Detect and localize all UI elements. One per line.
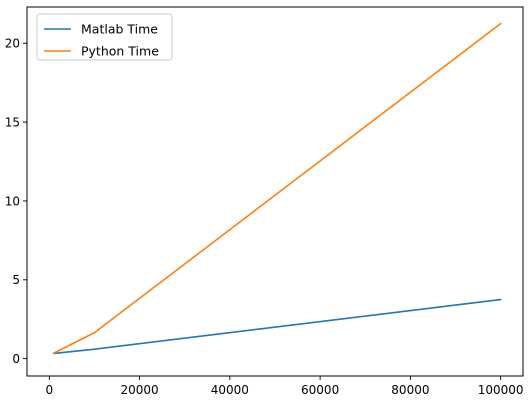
- x-tick-label: 20000: [121, 383, 159, 397]
- series-line-1: [52, 22, 502, 355]
- y-axis: 0 5 10 15 20: [5, 37, 27, 366]
- y-tick-label: 15: [5, 115, 20, 129]
- x-tick-label: 80000: [391, 383, 429, 397]
- plot-frame: [26, 6, 524, 377]
- x-tick-label: 60000: [301, 383, 339, 397]
- x-axis: 0 20000 40000 60000 80000 100000: [46, 376, 524, 397]
- legend-label-1: Python Time: [81, 44, 159, 59]
- legend-box: [36, 13, 173, 61]
- legend-label-0: Matlab Time: [81, 22, 158, 37]
- y-tick-label: 0: [12, 352, 20, 366]
- x-tick-label: 100000: [478, 383, 524, 397]
- x-tick-label: 40000: [211, 383, 249, 397]
- y-tick-label: 20: [5, 37, 20, 51]
- x-tick-label: 0: [46, 383, 54, 397]
- series-layer: [52, 22, 502, 355]
- y-tick-label: 5: [12, 273, 20, 287]
- legend: Matlab Time Python Time: [36, 13, 173, 61]
- y-tick-label: 10: [5, 194, 20, 208]
- series-line-0: [52, 298, 502, 355]
